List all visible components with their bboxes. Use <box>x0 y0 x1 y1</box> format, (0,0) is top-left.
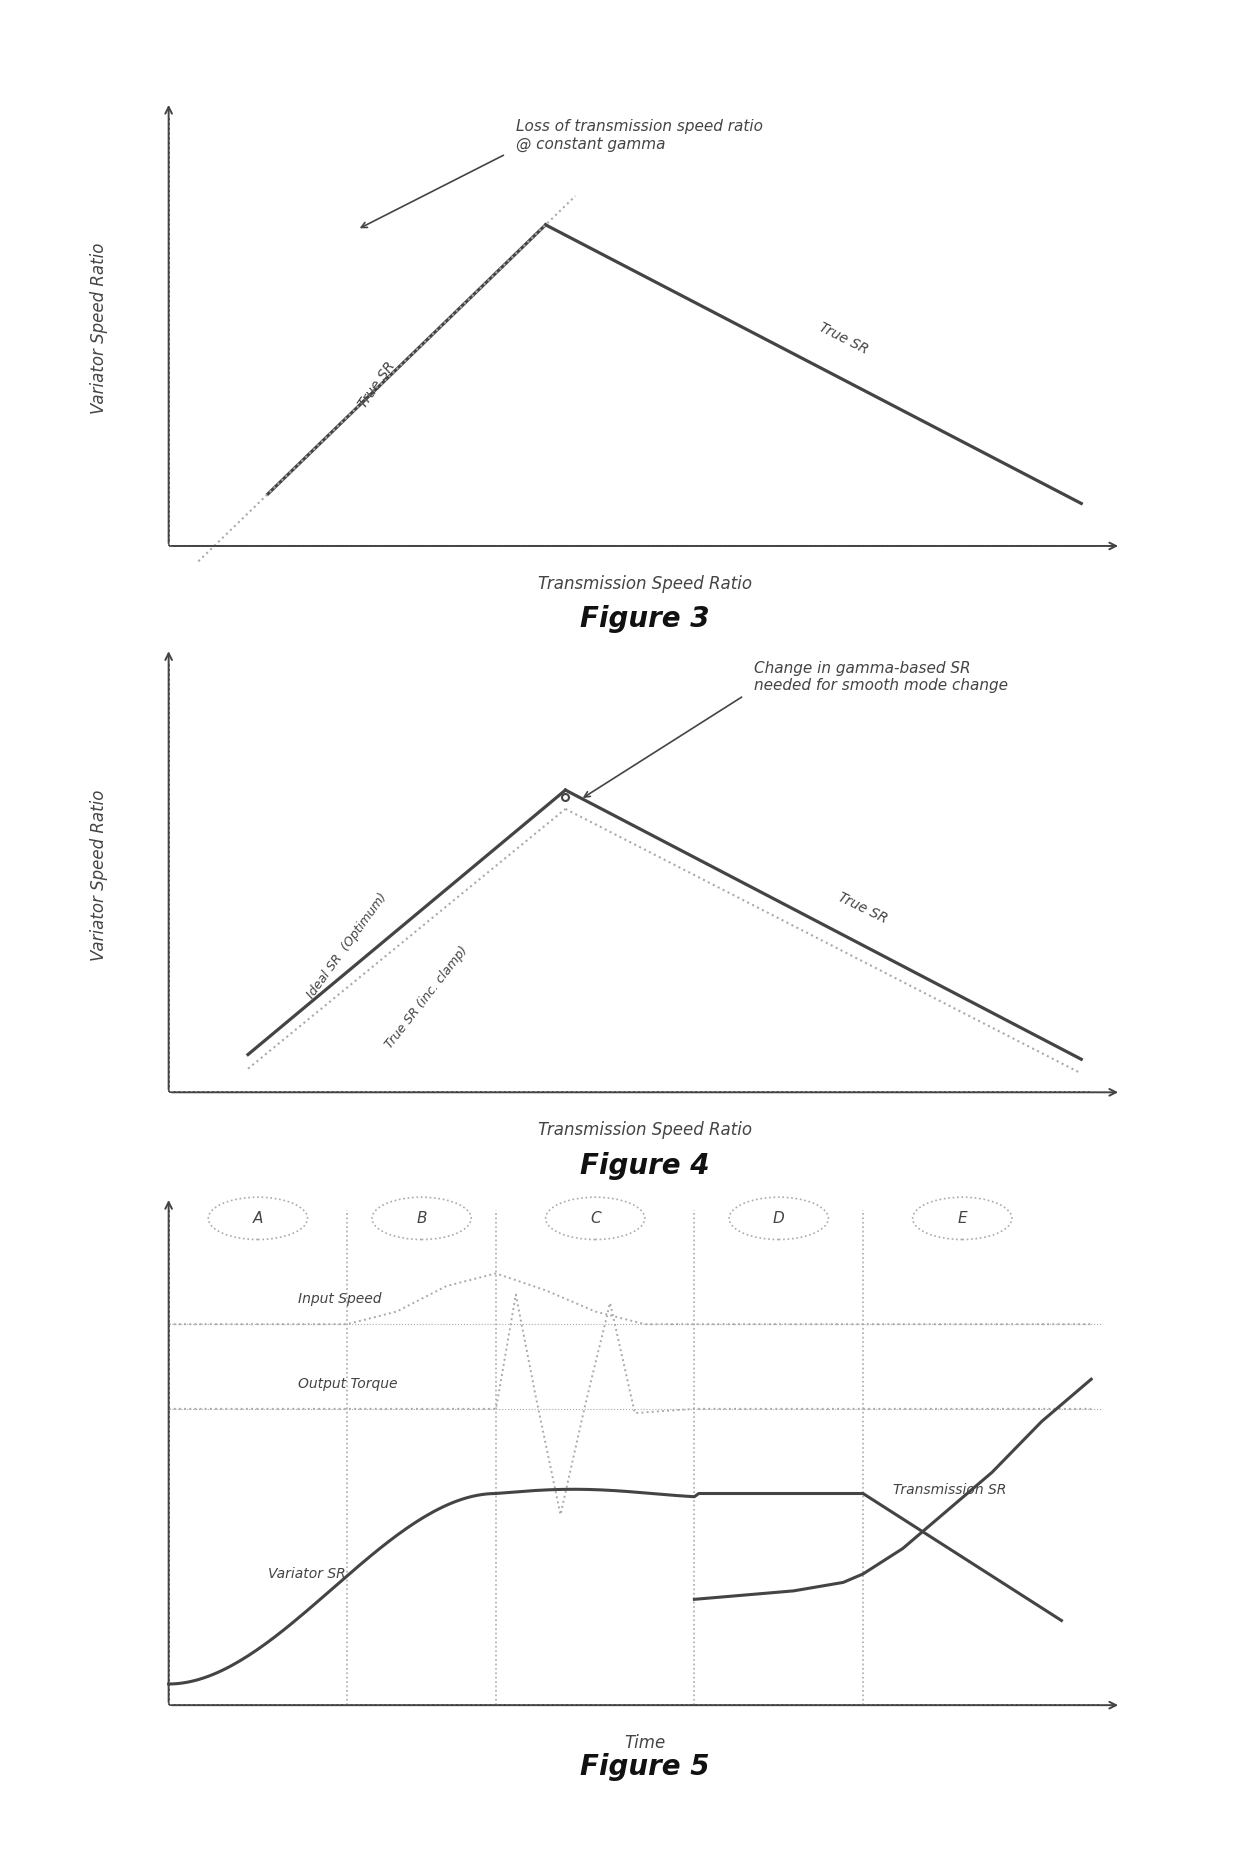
Text: Transmission Speed Ratio: Transmission Speed Ratio <box>538 1120 751 1139</box>
Text: True SR (inc. clamp): True SR (inc. clamp) <box>383 945 470 1052</box>
Text: B: B <box>417 1211 427 1226</box>
Text: E: E <box>957 1211 967 1226</box>
Text: Figure 4: Figure 4 <box>580 1152 709 1180</box>
Text: Variator Speed Ratio: Variator Speed Ratio <box>91 243 108 415</box>
Text: Input Speed: Input Speed <box>298 1293 381 1306</box>
Text: True SR: True SR <box>356 359 398 411</box>
Text: Figure 3: Figure 3 <box>580 606 709 633</box>
Text: Figure 5: Figure 5 <box>580 1752 709 1780</box>
Text: Variator Speed Ratio: Variator Speed Ratio <box>91 789 108 961</box>
Text: C: C <box>590 1211 600 1226</box>
Text: Output Torque: Output Torque <box>298 1376 397 1391</box>
Text: Variator SR: Variator SR <box>268 1567 346 1582</box>
Text: D: D <box>773 1211 785 1226</box>
Text: Transmission Speed Ratio: Transmission Speed Ratio <box>538 574 751 593</box>
Text: Change in gamma-based SR
needed for smooth mode change: Change in gamma-based SR needed for smoo… <box>754 661 1008 693</box>
Text: Transmission SR: Transmission SR <box>893 1482 1006 1496</box>
Text: Ideal SR  (Optimum): Ideal SR (Optimum) <box>305 891 389 1002</box>
Text: True SR: True SR <box>836 891 890 926</box>
Text: A: A <box>253 1211 263 1226</box>
Text: Loss of transmission speed ratio
@ constant gamma: Loss of transmission speed ratio @ const… <box>516 119 763 152</box>
Text: True SR: True SR <box>816 320 870 356</box>
Text: Time: Time <box>624 1733 666 1752</box>
